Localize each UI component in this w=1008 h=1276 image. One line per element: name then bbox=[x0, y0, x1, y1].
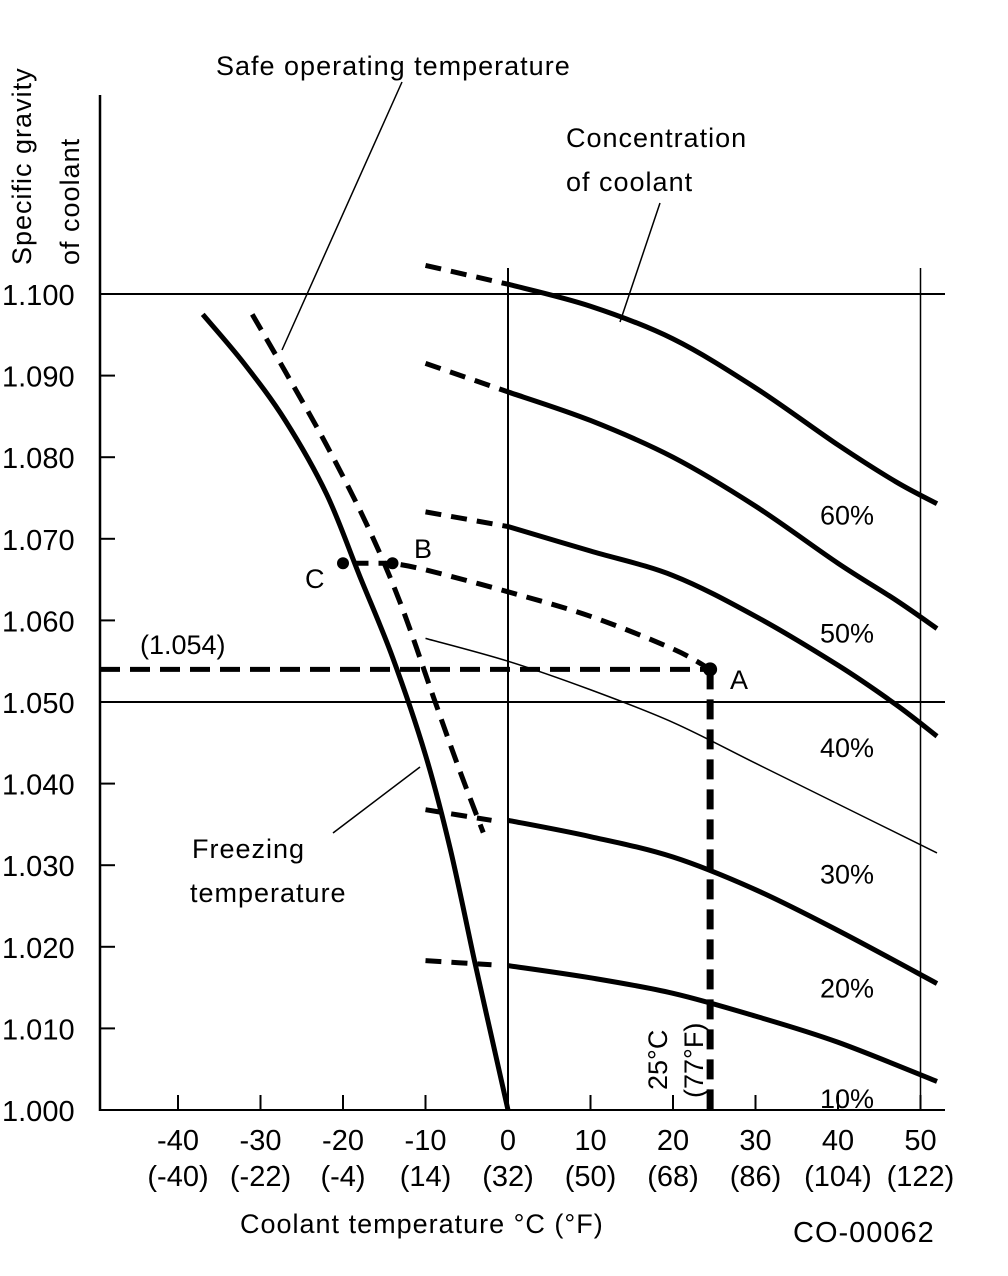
point-a-marker bbox=[703, 662, 718, 677]
freezing-leader-line bbox=[332, 766, 421, 834]
series-40pct-dashed bbox=[425, 509, 509, 530]
concentration-annotation-line2: of coolant bbox=[566, 167, 693, 197]
freezing-annotation-line1: Freezing bbox=[192, 834, 305, 864]
x-tick-label-fahrenheit: (122) bbox=[887, 1161, 955, 1193]
safe-operating-temperature-curve bbox=[250, 313, 486, 834]
series-label-30pct: 30% bbox=[820, 859, 874, 889]
x-tick-label-fahrenheit: (68) bbox=[647, 1161, 699, 1193]
x-tick-label-celsius: 0 bbox=[500, 1125, 516, 1157]
series-group: 60% 50% 40% 30% 20% 10% bbox=[200, 263, 939, 1114]
x-tick-label-celsius: -30 bbox=[240, 1125, 282, 1157]
x-tick-label-celsius: 30 bbox=[739, 1125, 771, 1157]
y-tick-label: 1.030 bbox=[2, 851, 75, 883]
temp-reading-label-f: (77°F) bbox=[679, 1023, 709, 1098]
y-tick-label: 1.020 bbox=[2, 933, 75, 965]
temp-reading-label-c: 25°C bbox=[643, 1030, 673, 1090]
series-20pct-line bbox=[507, 817, 939, 986]
x-tick-label-celsius: 10 bbox=[574, 1125, 606, 1157]
concentration-leader-line bbox=[619, 202, 661, 323]
x-tick-label-fahrenheit: (32) bbox=[482, 1161, 534, 1193]
y-tick-label: 1.080 bbox=[2, 443, 75, 475]
concentration-annotation-line1: Concentration bbox=[566, 123, 747, 153]
point-c-marker bbox=[337, 557, 349, 570]
point-a-label: A bbox=[730, 665, 748, 695]
series-label-60pct: 60% bbox=[820, 500, 874, 530]
example-group bbox=[100, 557, 718, 1110]
series-10pct-line bbox=[507, 963, 938, 1084]
x-tick-label-fahrenheit: (86) bbox=[730, 1161, 782, 1193]
series-20pct-dashed bbox=[425, 807, 492, 823]
x-tick-label-fahrenheit: (-22) bbox=[230, 1161, 291, 1193]
series-30pct-line bbox=[425, 637, 938, 854]
series-label-50pct: 50% bbox=[820, 619, 874, 649]
x-tick-label-celsius: -10 bbox=[405, 1125, 447, 1157]
y-tick-label: 1.090 bbox=[2, 362, 75, 394]
x-tick-label-celsius: 20 bbox=[657, 1125, 689, 1157]
freezing-annotation-line2: temperature bbox=[190, 878, 347, 908]
y-tick-label: 1.100 bbox=[2, 280, 75, 312]
x-tick-label-fahrenheit: (104) bbox=[804, 1161, 872, 1193]
y-tick-label: 1.000 bbox=[2, 1096, 75, 1128]
x-tick-label-celsius: 40 bbox=[822, 1125, 854, 1157]
series-10pct-dashed bbox=[425, 958, 492, 968]
point-c-label: C bbox=[305, 564, 325, 594]
series-50pct-dashed bbox=[424, 360, 509, 395]
series-60pct-line bbox=[507, 281, 939, 506]
x-tick-label-celsius: -20 bbox=[322, 1125, 364, 1157]
x-tick-label-fahrenheit: (50) bbox=[565, 1161, 617, 1193]
series-40pct-line bbox=[507, 524, 939, 739]
axes-group: 1.100 1.090 1.080 1.070 1.060 1.050 1.040 1.030… bbox=[2, 95, 954, 1193]
series-label-20pct: 20% bbox=[820, 974, 874, 1004]
x-axis-title: Coolant temperature °C (°F) bbox=[240, 1209, 604, 1239]
freezing-temperature-curve bbox=[200, 312, 511, 1111]
y-tick-label: 1.050 bbox=[2, 688, 75, 720]
x-tick-label-fahrenheit: (-40) bbox=[147, 1161, 208, 1193]
point-b-label: B bbox=[414, 534, 432, 564]
y-axis-title-line1: Specific gravity bbox=[7, 67, 37, 265]
x-tick-label-celsius: -40 bbox=[157, 1125, 199, 1157]
safe-operating-leader-line bbox=[281, 81, 403, 351]
y-tick-label: 1.060 bbox=[2, 606, 75, 638]
series-label-10pct: 10% bbox=[820, 1084, 874, 1114]
text-group: Specific gravity of coolant Coolant temp… bbox=[7, 51, 935, 1249]
y-tick-label: 1.010 bbox=[2, 1014, 75, 1046]
y-axis-title-line2: of coolant bbox=[55, 138, 85, 265]
sg-reading-label: (1.054) bbox=[140, 630, 226, 660]
y-tick-label: 1.040 bbox=[2, 770, 75, 802]
figure-id: CO-00062 bbox=[793, 1217, 935, 1249]
x-tick-label-fahrenheit: (14) bbox=[400, 1161, 452, 1193]
point-b-marker bbox=[386, 557, 399, 570]
series-label-40pct: 40% bbox=[820, 733, 874, 763]
safe-operating-annotation: Safe operating temperature bbox=[216, 51, 571, 81]
series-60pct-dashed bbox=[424, 263, 509, 287]
example-path-a-to-b bbox=[392, 560, 712, 672]
x-tick-label-celsius: 50 bbox=[904, 1125, 936, 1157]
x-tick-label-fahrenheit: (-4) bbox=[320, 1161, 365, 1193]
grid-group bbox=[100, 268, 945, 1110]
series-50pct-line bbox=[507, 389, 939, 631]
y-tick-label: 1.070 bbox=[2, 525, 75, 557]
